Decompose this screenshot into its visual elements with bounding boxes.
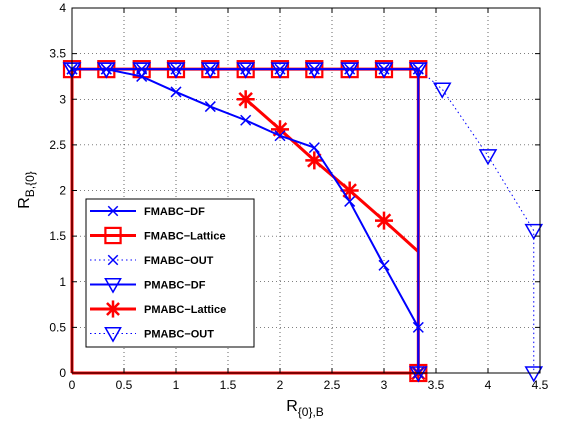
pmabc-out-line [72, 68, 535, 373]
x-tick-label: 2 [277, 378, 284, 392]
y-tick-label: 2 [59, 184, 66, 198]
fmabc-df-marker [274, 130, 286, 142]
y-tick-label: 4 [59, 1, 66, 15]
x-tick-label: 2.5 [324, 378, 341, 392]
pmabc-out-marker [97, 62, 116, 79]
pmabc-lattice-marker [305, 151, 324, 170]
pmabc-out-marker [132, 62, 151, 79]
y-tick-label: 2.5 [49, 138, 66, 152]
pmabc-out-marker [340, 62, 359, 79]
legend-entry-fmabc-df: FMABC−DF [90, 205, 205, 218]
series-pmabc-out [62, 62, 544, 383]
fmabc-df-marker [240, 114, 252, 126]
legend-entry-fmabc-lattice: FMABC−Lattice [90, 226, 226, 245]
pmabc-out-marker [305, 62, 324, 79]
legend-label: PMABC−DF [144, 280, 206, 292]
plot-area [62, 60, 544, 383]
pmabc-out-marker [236, 62, 255, 79]
y-tick-label: 0.5 [49, 320, 66, 334]
legend-label: PMABC−Lattice [144, 304, 226, 316]
legend-marker [107, 205, 119, 217]
legend-entry-fmabc-out: FMABC−OUT [90, 254, 214, 267]
legend-entry-pmabc-df: PMABC−DF [90, 278, 206, 294]
fmabc-df-marker [308, 142, 320, 154]
pmabc-out-marker [432, 82, 452, 99]
y-tick-label: 3.5 [49, 47, 66, 61]
pmabc-out-marker [270, 62, 290, 79]
legend-label: PMABC−OUT [144, 329, 214, 341]
x-axis-label: R{0},B [286, 398, 324, 419]
fmabc-df-marker [204, 101, 216, 113]
y-tick-label: 0 [59, 366, 66, 380]
x-axis-label-sub: {0},B [298, 405, 324, 419]
fmabc-df-marker [170, 86, 182, 98]
x-tick-label: 1.5 [220, 378, 237, 392]
pmabc-df-marker [409, 366, 428, 383]
legend-marker [107, 254, 119, 266]
pmabc-out-marker [524, 366, 544, 383]
x-tick-label: 1 [173, 378, 180, 392]
pmabc-out-marker [166, 62, 186, 79]
legend-box [85, 198, 255, 348]
legend-entries: FMABC−DF FMABC−Lattice FMABC−OUT PMABC−DF PM… [90, 205, 226, 343]
pmabc-out-marker [409, 62, 428, 79]
pmabc-out-marker [524, 223, 544, 241]
y-tick-label: 3 [59, 92, 66, 106]
legend-label: FMABC−DF [144, 206, 205, 218]
x-tick-label: 0.5 [116, 378, 133, 392]
fmabc-df-marker [344, 195, 356, 207]
fmabc-df-marker [378, 259, 390, 271]
legend-marker [104, 327, 122, 343]
x-axis-label-main: R [286, 398, 298, 415]
axis-ticks: 0 0.5 1 1.5 2 2.5 3 3.5 4 4.5 0 0.5 1 1.5 2 2.5 3 3.5 4 [49, 1, 548, 392]
legend-marker [104, 300, 122, 318]
x-tick-label: 3 [381, 378, 388, 392]
legend-entry-pmabc-lattice: PMABC−Lattice [90, 300, 226, 318]
legend-marker [104, 226, 122, 245]
pmabc-out-marker [478, 149, 498, 166]
y-tick-label: 1.5 [49, 229, 66, 243]
x-tick-label: 0 [69, 378, 76, 392]
pmabc-lattice-marker [236, 90, 255, 109]
x-tick-label: 3.5 [428, 378, 445, 392]
x-tick-label: 4 [485, 378, 492, 392]
pmabc-lattice-marker [375, 211, 393, 230]
y-axis-label-main: R [16, 197, 33, 209]
y-axis-label-sub: B,{0} [23, 171, 37, 197]
y-axis-label: RB,{0} [16, 171, 37, 209]
y-tick-label: 1 [59, 275, 66, 289]
legend-label: FMABC−Lattice [144, 231, 226, 243]
legend-marker [104, 278, 122, 294]
pmabc-out-marker [201, 62, 220, 79]
legend-entry-pmabc-out: PMABC−OUT [90, 327, 214, 343]
legend-label: FMABC−OUT [144, 255, 214, 267]
x-tick-label: 4.5 [532, 378, 549, 392]
fmabc-df-line [72, 68, 420, 373]
legend: FMABC−DF FMABC−Lattice FMABC−OUT PMABC−DF PM… [85, 198, 255, 348]
pmabc-out-marker [374, 62, 394, 79]
